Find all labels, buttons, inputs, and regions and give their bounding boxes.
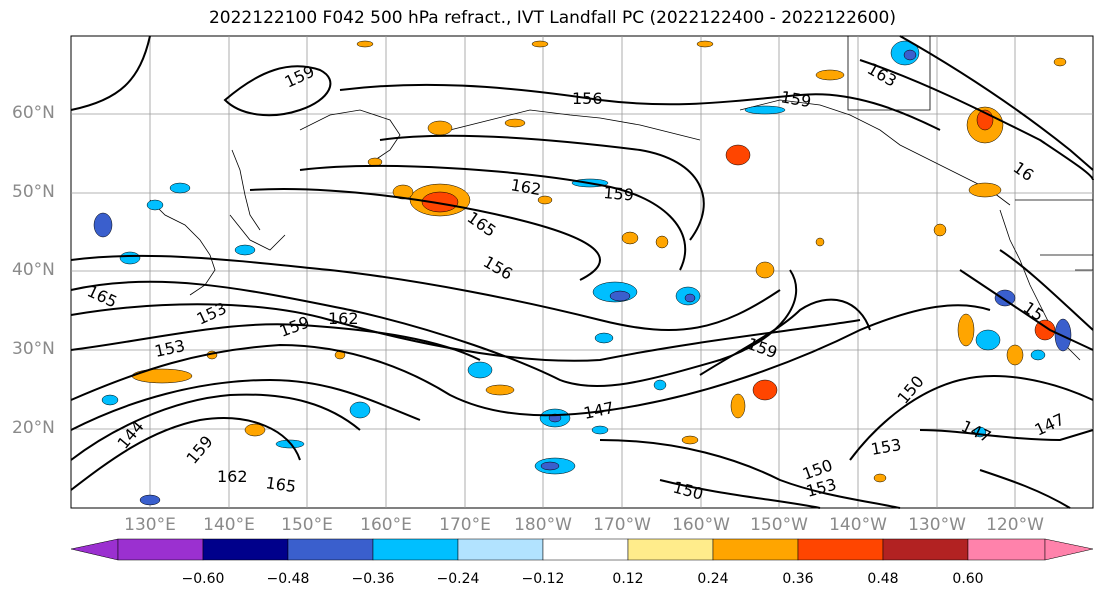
lat-label: 60°N	[12, 103, 55, 123]
colorbar-extend-low	[70, 538, 119, 561]
lon-label: 170°W	[593, 515, 651, 535]
lon-label: 160°E	[360, 515, 412, 535]
colorbar-bin	[797, 538, 884, 561]
colorbar-tick-label: −0.60	[181, 571, 225, 587]
colorbar-tick-label: −0.36	[351, 571, 395, 587]
lat-label: 30°N	[12, 339, 55, 359]
lat-label: 50°N	[12, 182, 55, 202]
positive-shading	[131, 40, 1067, 483]
contour-label: 162	[328, 309, 359, 328]
colorbar-tick-label: 0.12	[612, 571, 644, 587]
colorbar-tick-label: −0.48	[266, 571, 310, 587]
contour-label: 159	[603, 183, 635, 205]
lon-label: 130°W	[908, 515, 966, 535]
colorbar-tick-label: 0.36	[782, 571, 814, 587]
colorbar-bin	[967, 538, 1046, 561]
colorbar-bin	[287, 538, 374, 561]
negative-shading	[93, 40, 1072, 506]
colorbar-tick-label: −0.12	[521, 571, 565, 587]
contour-label: 165	[264, 473, 297, 496]
coastlines	[149, 36, 1093, 361]
colorbar	[70, 538, 1094, 561]
colorbar-tick-label: 0.24	[697, 571, 729, 587]
colorbar-bin	[372, 538, 459, 561]
contour-label: 162	[217, 467, 248, 486]
lon-label: 180°W	[514, 515, 572, 535]
lon-label: 140°W	[829, 515, 887, 535]
contour-label: 156	[572, 89, 603, 108]
colorbar-tick-label: 0.60	[952, 571, 984, 587]
colorbar-bin	[117, 538, 204, 561]
lon-label: 140°E	[203, 515, 255, 535]
lat-label: 20°N	[12, 418, 55, 438]
colorbar-bin	[627, 538, 714, 561]
colorbar-bin	[457, 538, 544, 561]
graticule	[71, 36, 1093, 508]
lat-label: 40°N	[12, 260, 55, 280]
colorbar-bin	[882, 538, 969, 561]
map-panel: 159 156 159 163 162 159 165 156 165 153 …	[70, 35, 1094, 509]
contours	[70, 35, 1094, 509]
colorbar-bin	[542, 538, 629, 561]
colorbar-bin	[202, 538, 289, 561]
colorbar-tick-label: −0.24	[436, 571, 480, 587]
map-title: 2022122100 F042 500 hPa refract., IVT La…	[208, 8, 896, 28]
lon-label: 130°E	[124, 515, 176, 535]
colorbar-bin	[712, 538, 799, 561]
lon-label: 150°W	[750, 515, 808, 535]
lon-label: 150°E	[281, 515, 333, 535]
lon-label: 170°E	[439, 515, 491, 535]
lon-label: 160°W	[672, 515, 730, 535]
colorbar-extend-high	[1044, 538, 1094, 561]
colorbar-tick-label: 0.48	[867, 571, 899, 587]
lon-label: 120°W	[986, 515, 1044, 535]
